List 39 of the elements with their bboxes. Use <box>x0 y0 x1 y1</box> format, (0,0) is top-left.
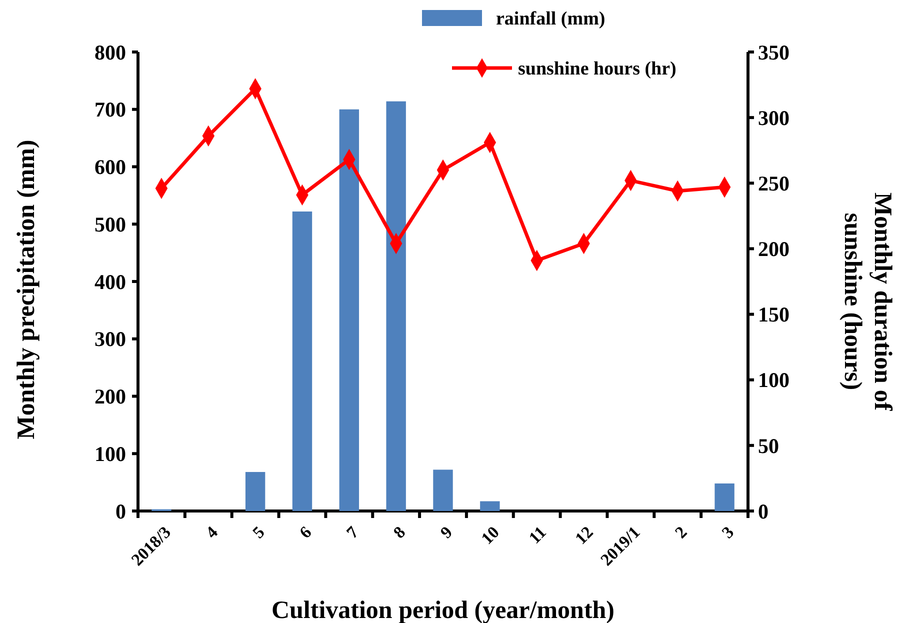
bar <box>386 101 406 511</box>
y2-axis-title: Monthly duration of sunshine (hours) <box>839 192 896 412</box>
y-tick-label: 300 <box>94 327 126 352</box>
x-tick-label: 4 <box>202 522 222 542</box>
x-tick-label: 5 <box>248 522 268 542</box>
x-tick-label: 7 <box>342 522 363 542</box>
legend-label: rainfall (mm) <box>496 8 606 30</box>
x-tick-label: 10 <box>478 522 503 548</box>
y2-tick-label: 150 <box>758 302 790 327</box>
x-tick-label: 3 <box>718 522 738 542</box>
bar <box>714 483 734 511</box>
y2-tick-label: 50 <box>758 434 779 458</box>
y2-tick-label: 100 <box>758 368 790 392</box>
bar <box>339 109 360 511</box>
x-tick-label: 2 <box>671 522 691 542</box>
bar <box>480 501 500 511</box>
x-tick-label: 9 <box>436 522 456 542</box>
y2-tick-label: 200 <box>758 237 790 262</box>
y-tick-label: 200 <box>94 384 126 409</box>
x-tick-label: 12 <box>571 522 597 548</box>
y-tick-label: 100 <box>94 442 126 466</box>
x-tick-label: 11 <box>525 522 550 548</box>
y2-tick-label: 350 <box>758 40 790 64</box>
y-tick-label: 0 <box>116 499 126 524</box>
y-tick-label: 400 <box>94 270 126 294</box>
legend-label: sunshine hours (hr) <box>518 58 676 80</box>
y2-tick-label: 0 <box>758 499 768 524</box>
bar <box>433 470 453 511</box>
y-axis-title: Monthly precipitation (mm) <box>13 140 40 440</box>
y2-tick-label: 300 <box>758 106 790 130</box>
y-tick-label: 800 <box>94 40 126 64</box>
y-tick-label: 600 <box>94 155 126 180</box>
y-tick-label: 700 <box>94 98 126 122</box>
y-tick-label: 500 <box>94 212 126 236</box>
x-tick-label: 8 <box>390 522 410 542</box>
bar <box>292 212 312 511</box>
bar <box>245 472 266 511</box>
x-tick-label: 6 <box>296 522 316 542</box>
y2-tick-label: 250 <box>758 171 790 196</box>
